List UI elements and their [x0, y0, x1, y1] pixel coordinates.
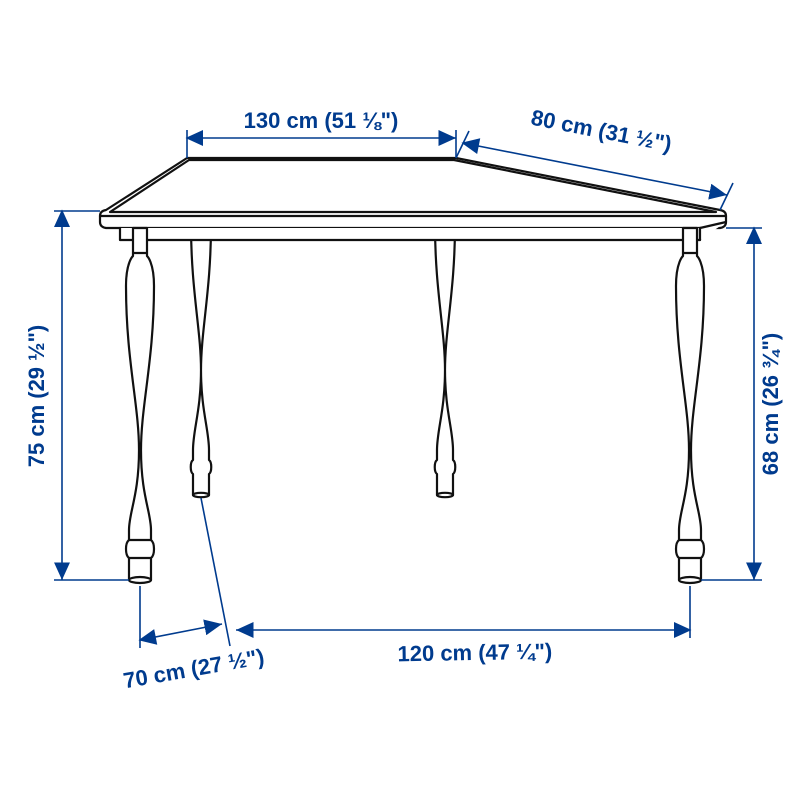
leg-front-right	[676, 228, 704, 583]
label-leg-span-side: 70 cm (27 ½")	[121, 644, 266, 693]
leg-front-left	[126, 228, 154, 583]
table-top	[100, 158, 726, 228]
dimension-diagram: 130 cm (51 ⅛") 80 cm (31 ½") 75 cm (29 ½…	[0, 0, 790, 790]
label-top-length: 130 cm (51 ⅛")	[244, 108, 399, 133]
label-height-under: 68 cm (26 ¾")	[758, 333, 783, 476]
table-illustration	[100, 158, 726, 583]
label-top-depth: 80 cm (31 ½")	[529, 105, 674, 157]
label-leg-span-front: 120 cm (47 ¼")	[397, 639, 552, 667]
apron-front	[120, 228, 700, 240]
label-height-total: 75 cm (29 ½")	[24, 325, 49, 468]
